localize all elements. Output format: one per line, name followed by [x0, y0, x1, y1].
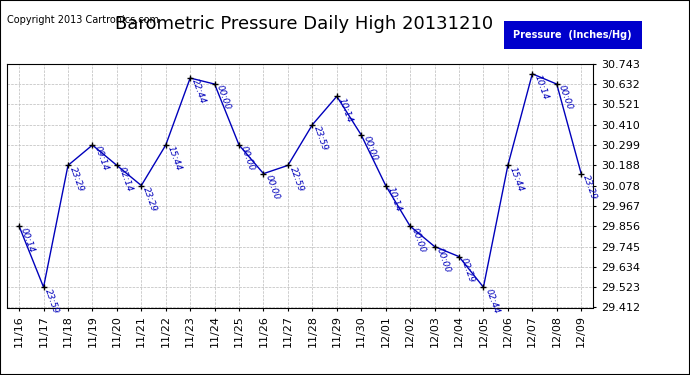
Text: 00:00: 00:00: [362, 135, 379, 162]
Text: 23:29: 23:29: [581, 174, 598, 201]
Text: 10:14: 10:14: [386, 186, 403, 213]
Text: 15:44: 15:44: [166, 145, 183, 172]
Text: 23:59: 23:59: [313, 125, 330, 152]
Text: 10:14: 10:14: [532, 74, 550, 101]
Text: Copyright 2013 Cartronics.com: Copyright 2013 Cartronics.com: [7, 15, 159, 25]
Text: 00:00: 00:00: [264, 174, 281, 201]
Text: 00:00: 00:00: [215, 84, 232, 112]
Text: 15:44: 15:44: [508, 165, 525, 193]
Text: 00:00: 00:00: [410, 226, 428, 254]
Text: 02:44: 02:44: [484, 287, 501, 315]
Text: 23:29: 23:29: [141, 186, 159, 213]
Text: 00:00: 00:00: [435, 246, 452, 274]
Text: 02:29: 02:29: [459, 256, 476, 284]
Text: Pressure  (Inches/Hg): Pressure (Inches/Hg): [513, 30, 632, 40]
Text: 00:00: 00:00: [557, 84, 574, 112]
Text: 22:59: 22:59: [288, 165, 305, 193]
Text: Barometric Pressure Daily High 20131210: Barometric Pressure Daily High 20131210: [115, 15, 493, 33]
Text: 23:59: 23:59: [43, 287, 61, 315]
Text: 10:14: 10:14: [337, 96, 354, 124]
Text: 02:14: 02:14: [117, 165, 135, 193]
Text: 00:14: 00:14: [19, 226, 37, 254]
Text: 23:29: 23:29: [68, 165, 86, 193]
Text: 00:00: 00:00: [239, 145, 257, 172]
Text: 22:44: 22:44: [190, 78, 208, 105]
Text: 09:14: 09:14: [92, 145, 110, 172]
